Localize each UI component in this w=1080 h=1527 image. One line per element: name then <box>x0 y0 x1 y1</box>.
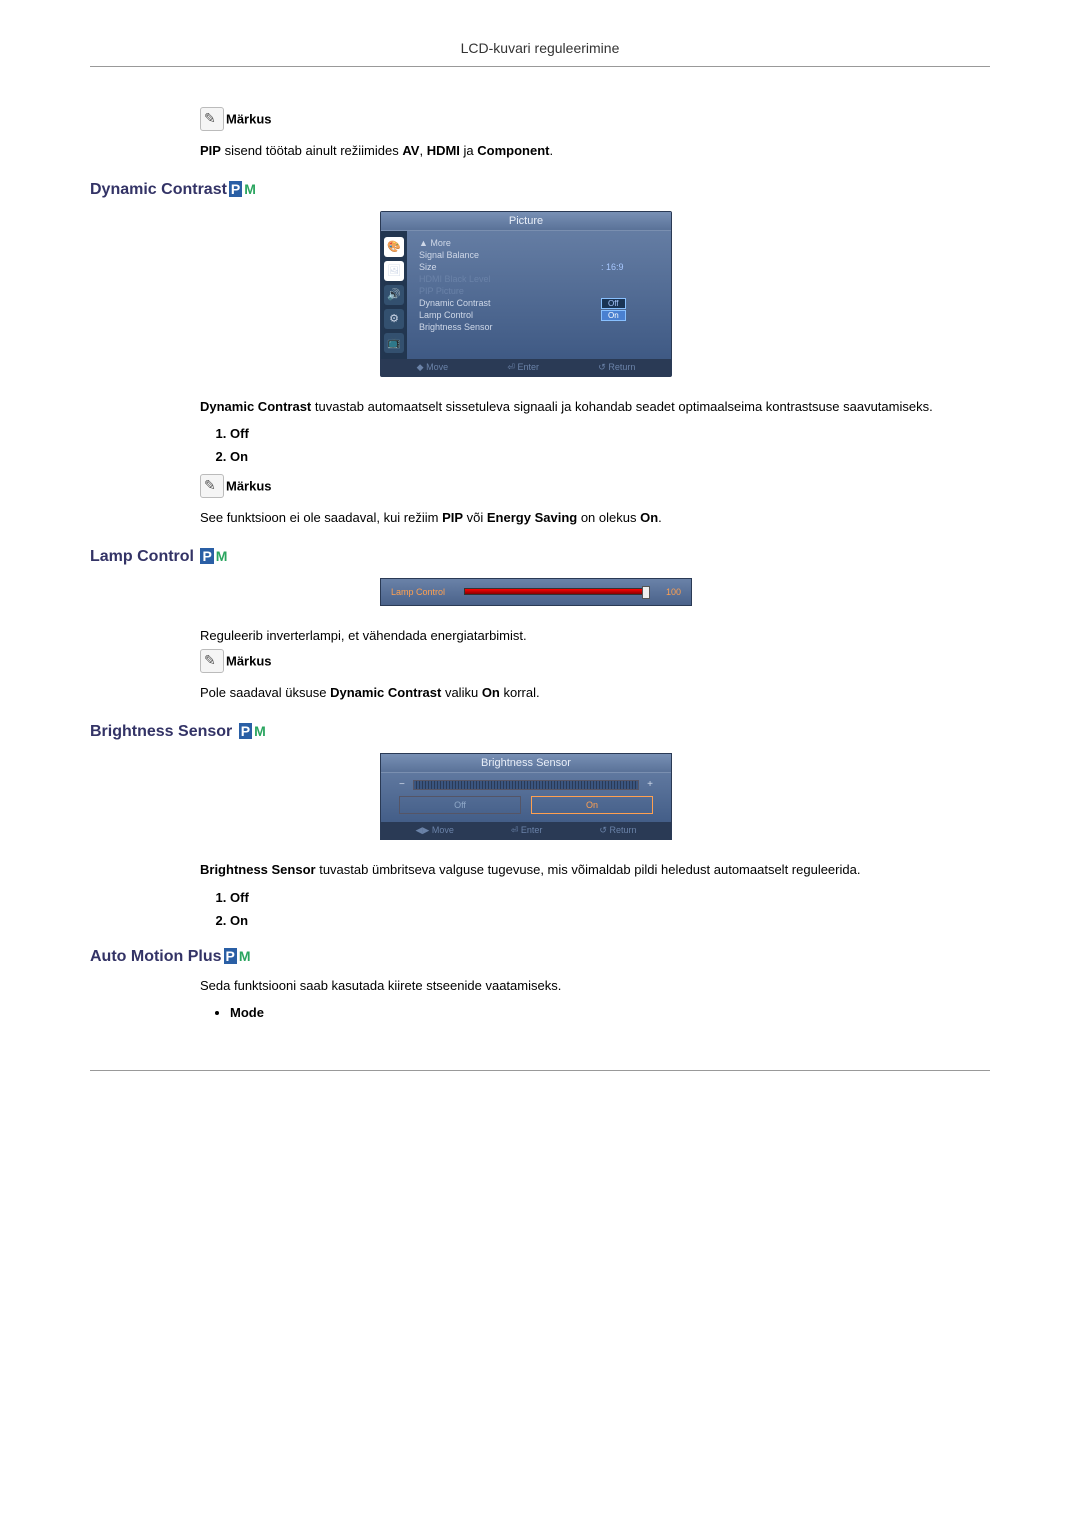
dyn-note-b3: On <box>640 510 658 525</box>
bsensor-title: Brightness Sensor <box>90 723 232 740</box>
note-block-1: Märkus <box>200 107 970 131</box>
lamp-note-t3: korral. <box>500 685 540 700</box>
osd-row: HDMI Black Level <box>419 273 661 285</box>
osd-bsensor-plus: + <box>647 779 653 790</box>
osd-row: ▲ More <box>419 237 661 249</box>
osd-row: Size: 16:9 <box>419 261 661 273</box>
note1-t2: , <box>419 143 426 158</box>
bsensor-options: Off On <box>200 890 970 928</box>
dyn-desc: Dynamic Contrast tuvastab automaatselt s… <box>200 397 970 417</box>
osd-tab-icon: 🎨 <box>384 237 404 257</box>
osd-picture-title: Picture <box>381 212 671 231</box>
osd-lamp-bar <box>464 588 649 595</box>
section-dynamic-contrast: Dynamic ContrastPM <box>90 181 990 199</box>
note1-b4: Component <box>477 143 549 158</box>
osd-tabs: 🎨 🖼 🔊 ⚙ 📺 <box>381 231 407 359</box>
osd-tab-icon: 📺 <box>384 333 404 353</box>
section-brightness-sensor: Brightness Sensor PM <box>90 723 990 741</box>
osd-bsensor-minus: − <box>399 779 405 790</box>
footer-rule <box>90 1070 990 1071</box>
osd-footer-return: ↺ Return <box>598 362 635 373</box>
osd-footer-enter: ⏎ Enter <box>507 362 539 373</box>
amp-desc: Seda funktsiooni saab kasutada kiirete s… <box>200 976 970 996</box>
note1-b2: AV <box>402 143 419 158</box>
section-auto-motion-plus: Auto Motion PlusPM <box>90 948 990 966</box>
pm-badge: PM <box>200 548 229 566</box>
lamp-note-t2: valiku <box>441 685 481 700</box>
dyn-note-t2: või <box>463 510 487 525</box>
bsensor-opt-on: On <box>230 913 970 928</box>
osd-footer-move: ◀▶ Move <box>416 825 454 836</box>
lamp-desc: Reguleerib inverterlampi, et vähendada e… <box>200 626 970 646</box>
osd-footer: ◀▶ Move ⏎ Enter ↺ Return <box>381 822 671 839</box>
note-label: Märkus <box>226 654 272 669</box>
note1-b1: PIP <box>200 143 221 158</box>
dyn-options: Off On <box>200 426 970 464</box>
osd-bsensor-figure: Brightness Sensor − + Off On ◀▶ Move ⏎ E… <box>380 753 970 840</box>
osd-bsensor-off: Off <box>399 796 521 814</box>
note1-t1: sisend töötab ainult režiimides <box>221 143 402 158</box>
dyn-note-t4: . <box>658 510 662 525</box>
dyn-title: Dynamic Contrast <box>90 181 227 198</box>
note-label: Märkus <box>226 478 272 493</box>
osd-tab-icon: 🔊 <box>384 285 404 305</box>
osd-row: Dynamic ContrastOff <box>419 297 661 309</box>
pm-badge: PM <box>224 948 253 966</box>
pm-badge: PM <box>239 723 268 741</box>
osd-row: Lamp ControlOn <box>419 309 661 321</box>
bsensor-desc-bold: Brightness Sensor <box>200 862 316 877</box>
note1-text: PIP sisend töötab ainult režiimides AV, … <box>200 141 970 161</box>
dyn-note: See funktsioon ei ole saadaval, kui reži… <box>200 508 970 528</box>
osd-lamp-label: Lamp Control <box>391 587 456 597</box>
note1-t4: . <box>549 143 553 158</box>
bsensor-desc: Brightness Sensor tuvastab ümbritseva va… <box>200 860 970 880</box>
osd-bsensor-title: Brightness Sensor <box>381 754 671 773</box>
osd-footer-return: ↺ Return <box>599 825 636 836</box>
osd-tab-icon: 🖼 <box>384 261 404 281</box>
note-icon <box>200 474 224 498</box>
dyn-note-t1: See funktsioon ei ole saadaval, kui reži… <box>200 510 442 525</box>
osd-picture-figure: Picture 🎨 🖼 🔊 ⚙ 📺 ▲ MoreSignal BalanceSi… <box>380 211 970 377</box>
bsensor-opt-off: Off <box>230 890 970 905</box>
lamp-note-b1: Dynamic Contrast <box>330 685 441 700</box>
dyn-note-b1: PIP <box>442 510 463 525</box>
amp-item-mode: Mode <box>230 1005 970 1020</box>
amp-title: Auto Motion Plus <box>90 948 222 965</box>
lamp-note-t1: Pole saadaval üksuse <box>200 685 330 700</box>
osd-footer: ◆ Move ⏎ Enter ↺ Return <box>381 359 671 376</box>
osd-row: PIP Picture <box>419 285 661 297</box>
dyn-opt-off: Off <box>230 426 970 441</box>
osd-lamp-value: 100 <box>657 587 681 597</box>
osd-bsensor-on: On <box>531 796 653 814</box>
page-header: LCD-kuvari reguleerimine <box>90 40 990 67</box>
amp-list: Mode <box>200 1005 970 1020</box>
dyn-opt-on: On <box>230 449 970 464</box>
pm-badge: PM <box>229 181 258 199</box>
note-block-3: Märkus <box>200 649 970 673</box>
osd-list: ▲ MoreSignal BalanceSize: 16:9HDMI Black… <box>407 231 671 359</box>
osd-lamp-figure: Lamp Control 100 <box>380 578 970 606</box>
osd-tab-icon: ⚙ <box>384 309 404 329</box>
osd-footer-move: ◆ Move <box>417 362 448 373</box>
lamp-note-b2: On <box>482 685 500 700</box>
dyn-desc-bold: Dynamic Contrast <box>200 399 311 414</box>
osd-row: Signal Balance <box>419 249 661 261</box>
note-icon <box>200 649 224 673</box>
osd-bsensor-track <box>413 780 639 790</box>
dyn-desc-text: tuvastab automaatselt sissetuleva signaa… <box>311 399 932 414</box>
note-icon <box>200 107 224 131</box>
dyn-note-b2: Energy Saving <box>487 510 577 525</box>
dyn-note-t3: on olekus <box>577 510 640 525</box>
osd-footer-enter: ⏎ Enter <box>511 825 543 836</box>
lamp-note: Pole saadaval üksuse Dynamic Contrast va… <box>200 683 970 703</box>
note-label: Märkus <box>226 111 272 126</box>
osd-row: Brightness Sensor <box>419 321 661 333</box>
bsensor-desc-text: tuvastab ümbritseva valguse tugevuse, mi… <box>316 862 861 877</box>
section-lamp-control: Lamp Control PM <box>90 548 990 566</box>
note-block-2: Märkus <box>200 474 970 498</box>
lamp-title: Lamp Control <box>90 548 194 565</box>
note1-t3: ja <box>460 143 477 158</box>
note1-b3: HDMI <box>427 143 460 158</box>
